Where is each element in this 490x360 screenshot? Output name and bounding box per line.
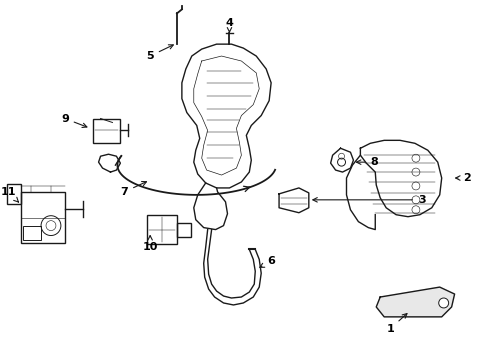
Bar (177, 222, 191, 237)
Circle shape (439, 298, 449, 308)
Polygon shape (376, 287, 455, 317)
Bar (7, 184, 21, 204)
Bar (93, 118, 121, 143)
Text: 6: 6 (260, 256, 275, 267)
Bar (21, 192, 65, 243)
Text: 9: 9 (61, 113, 87, 127)
Text: 2: 2 (456, 173, 471, 183)
Text: 3: 3 (313, 195, 426, 205)
Text: 7: 7 (121, 181, 147, 197)
Text: 11: 11 (0, 187, 19, 202)
Text: 5: 5 (147, 45, 173, 61)
Bar (23, 226, 41, 239)
Text: 8: 8 (356, 157, 378, 167)
Bar (147, 215, 177, 244)
Text: 10: 10 (143, 235, 158, 252)
Text: 1: 1 (386, 314, 407, 334)
Text: 4: 4 (225, 18, 233, 32)
